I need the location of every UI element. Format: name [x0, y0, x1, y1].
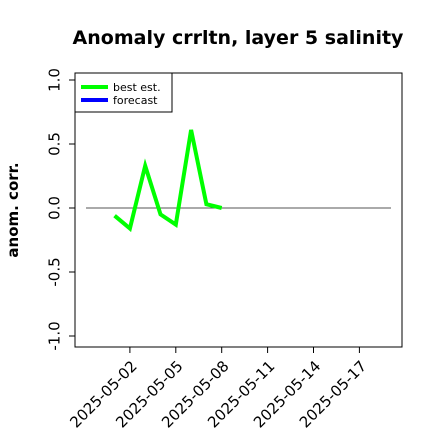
y-axis: -1.0 -0.5 0.0 0.5 1.0 [45, 68, 75, 351]
y-tick-label: 0.0 [45, 196, 63, 220]
y-tick-label: -0.5 [45, 257, 63, 286]
plot-frame [74, 72, 403, 348]
y-axis-label: anom. corr. [4, 162, 22, 257]
y-tick-label: 1.0 [45, 68, 63, 92]
legend-box [74, 72, 173, 113]
x-axis: 2025-05-022025-05-052025-05-082025-05-11… [66, 347, 370, 431]
legend-label-best-est: best est. [113, 81, 161, 94]
series-line-best-est [113, 129, 223, 233]
y-tick-label: 0.5 [45, 132, 63, 156]
legend-label-forecast: forecast [113, 94, 158, 107]
y-tick-label: -1.0 [45, 321, 63, 350]
series-layer [113, 129, 223, 233]
chart-title: Anomaly crrltn, layer 5 salinity [73, 27, 404, 49]
legend: best est. forecast [74, 72, 173, 113]
